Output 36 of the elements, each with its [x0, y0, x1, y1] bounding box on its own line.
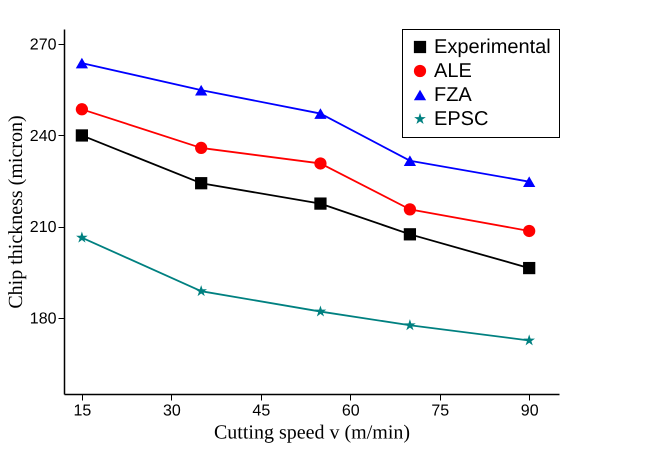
- x-tick-label: 60: [342, 402, 360, 420]
- point: [195, 177, 208, 190]
- x-axis-title: Cutting speed v (m/min): [214, 422, 410, 444]
- legend-label: ALE: [434, 60, 472, 82]
- point: [314, 305, 326, 317]
- point: [523, 224, 536, 238]
- point: [195, 142, 208, 154]
- y-axis-title: Chip thickness (micron): [4, 115, 27, 309]
- x-tick-label: 75: [431, 402, 450, 420]
- point: [195, 285, 207, 296]
- point: [523, 176, 536, 187]
- point: [404, 155, 416, 166]
- point: [314, 197, 327, 210]
- point: [76, 129, 88, 142]
- y-tick-label: 210: [30, 219, 57, 236]
- x-tick-label: 15: [73, 402, 92, 420]
- point: [404, 203, 416, 216]
- point: [523, 334, 536, 346]
- point: [76, 103, 88, 116]
- x-tick-label: 30: [162, 402, 181, 420]
- x-tick-label: 90: [520, 402, 539, 420]
- point: [314, 108, 327, 119]
- y-tick-label: 270: [30, 36, 57, 54]
- legend-label: Experimental: [434, 36, 551, 58]
- y-tick-label: 180: [30, 310, 57, 328]
- point: [404, 228, 416, 240]
- x-tick-label: 45: [252, 402, 270, 420]
- y-tick-label: 240: [30, 128, 57, 145]
- point: [76, 232, 88, 243]
- legend-label: FZA: [434, 84, 472, 106]
- legend-label: EPSC: [434, 108, 488, 130]
- point: [76, 58, 88, 68]
- point: [195, 84, 208, 96]
- point: [404, 319, 416, 330]
- point: [314, 157, 327, 170]
- point: [523, 262, 536, 274]
